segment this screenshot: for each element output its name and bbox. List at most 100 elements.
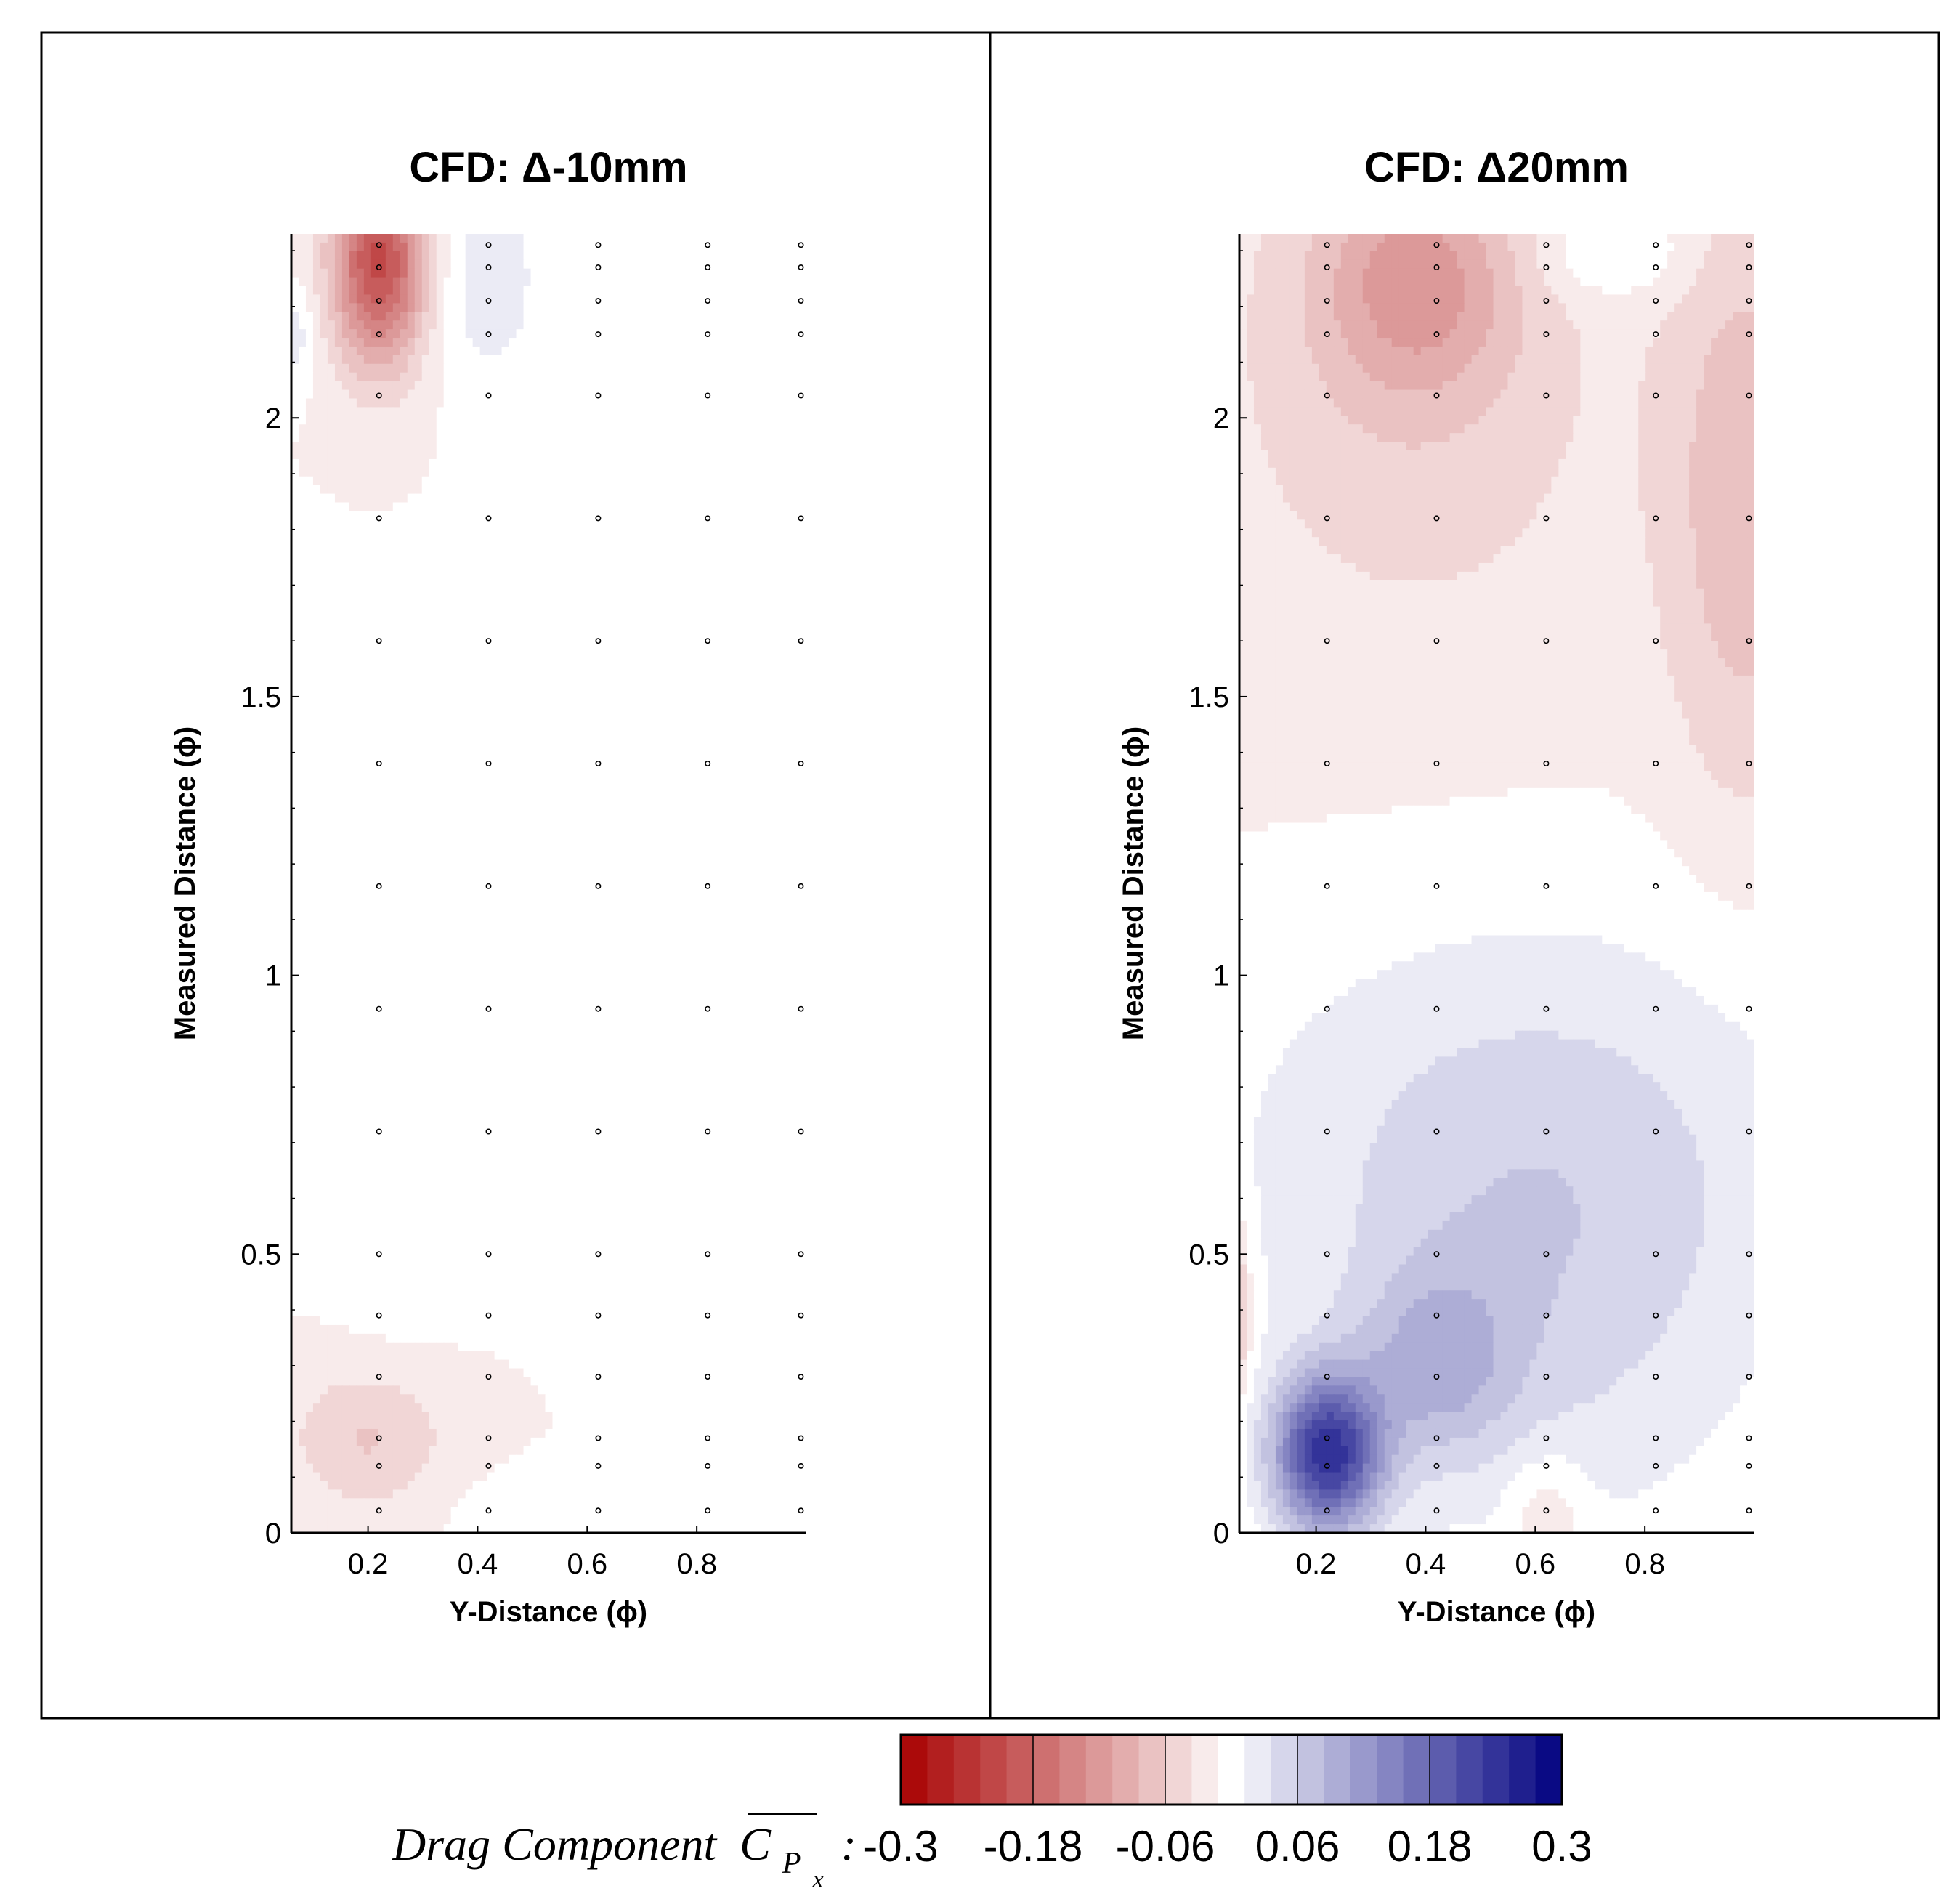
contour-cell [770,562,778,572]
contour-cell [719,701,727,711]
contour-cell [298,355,307,365]
contour-cell [450,814,459,824]
contour-cell [370,745,379,754]
contour-cell [327,312,336,321]
contour-cell [465,667,474,676]
contour-cell [668,546,676,555]
contour-cell [523,684,532,694]
contour-cell [588,771,597,780]
contour-cell [697,416,705,425]
contour-cell [726,450,734,460]
contour-cell [596,641,604,650]
contour-cell [523,554,532,564]
contour-cell [378,641,386,650]
contour-cell [392,407,401,416]
contour-cell [770,528,778,538]
contour-cell [785,407,793,416]
contour-cell [501,796,510,806]
contour-cell [734,615,742,624]
contour-cell [494,424,503,434]
contour-cell [756,831,764,841]
contour-cell [777,632,785,641]
contour-cell [726,433,734,442]
contour-cell [676,467,684,477]
contour-cell [291,805,299,815]
contour-cell [726,684,734,694]
contour-cell [610,684,618,694]
contour-cell [661,416,669,425]
contour-cell [639,580,647,590]
contour-cell [705,623,713,633]
contour-cell [763,822,771,833]
contour-cell [567,277,575,287]
contour-cell [559,433,568,442]
contour-cell [298,458,307,469]
contour-cell [734,268,742,278]
contour-cell [414,658,423,668]
contour-cell [734,389,742,400]
contour-cell [414,667,423,676]
contour-cell [378,814,386,824]
contour-cell [509,805,517,815]
contour-cell [712,519,720,529]
contour-cell [341,546,350,555]
contour-cell [530,320,539,330]
contour-cell [465,389,474,400]
contour-cell [799,424,806,434]
contour-cell [697,519,705,529]
contour-cell [421,701,430,711]
contour-cell [777,467,785,477]
contour-cell [726,710,734,720]
contour-cell [581,476,590,486]
contour-cell [443,485,452,495]
contour-cell [494,632,503,641]
contour-cell [581,450,590,460]
contour-cell [523,355,532,365]
contour-cell [320,840,328,849]
contour-cell [305,338,314,347]
contour-cell [617,615,625,624]
contour-cell [407,329,416,339]
contour-cell [363,528,372,538]
contour-cell [690,822,698,833]
contour-cell [356,277,365,287]
contour-cell [334,450,343,460]
contour-cell [610,753,618,763]
contour-cell [291,363,299,373]
contour-cell [588,684,597,694]
contour-cell [668,381,676,391]
contour-cell [545,615,554,624]
contour-cell [545,787,554,798]
contour-cell [523,537,532,546]
contour-cell [312,606,321,616]
contour-cell [538,416,546,425]
contour-cell [530,554,539,564]
contour-cell [436,424,445,434]
contour-cell [719,675,727,685]
contour-cell [683,571,691,581]
contour-cell [741,718,749,729]
contour-cell [639,701,647,711]
contour-cell [363,762,372,772]
contour-cell [654,493,662,503]
contour-cell [291,355,299,365]
contour-cell [581,684,590,694]
contour-cell [734,320,742,330]
contour-cell [472,389,481,400]
contour-cell [327,641,336,650]
contour-cell [748,433,756,442]
contour-cell [363,546,372,555]
contour-cell [312,286,321,296]
contour-cell [625,519,633,529]
contour-cell [298,623,307,633]
contour-cell [421,787,430,798]
contour-cell [298,684,307,694]
contour-cell [770,718,778,729]
contour-cell [327,546,336,555]
contour-cell [770,389,778,400]
contour-cell [719,658,727,668]
contour-cell [741,649,749,659]
contour-cell [726,407,734,416]
contour-cell [298,727,307,737]
contour-cell [429,814,437,824]
